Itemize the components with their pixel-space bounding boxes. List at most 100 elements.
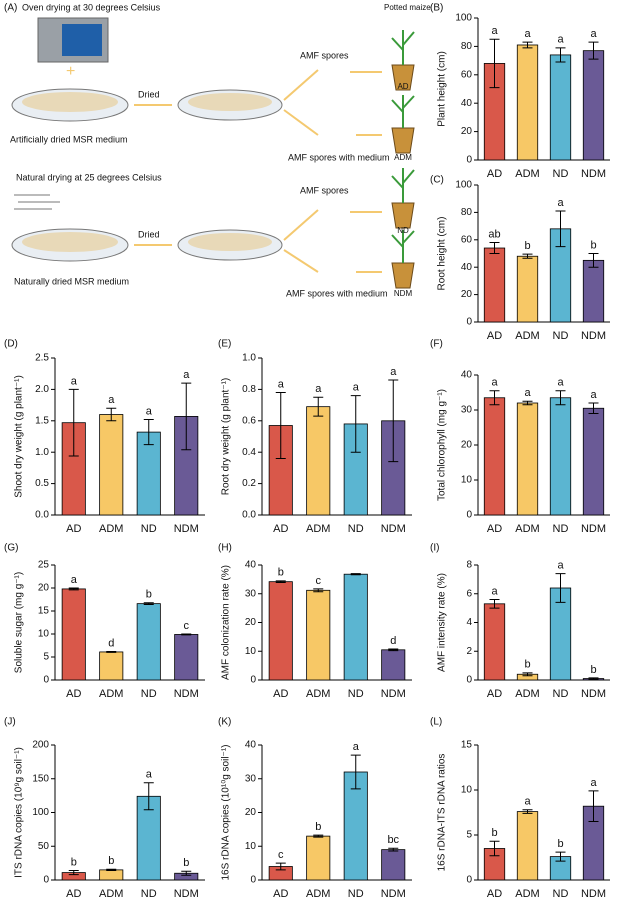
x-tick-label: ADM [515,888,539,900]
significance-letter: b [183,857,189,869]
significance-letter: a [557,560,564,572]
y-tick-label: 5 [466,830,472,841]
error-bar [181,633,192,636]
significance-letter: a [146,769,153,781]
error-bar [106,650,117,653]
y-tick-label: 1.0 [35,447,49,458]
x-tick-label: NDM [381,688,406,700]
y-tick-label: 30 [461,405,473,416]
error-bar [522,41,533,49]
y-tick-label: 50 [38,841,50,852]
significance-letter: a [146,405,153,417]
bar [549,54,572,161]
x-tick-label: AD [487,888,502,900]
y-axis-label: 16S rDNA-ITS rDNA ratios [437,754,448,872]
spores-medium-label: AMF spores with medium [286,288,388,298]
panel-label: (H) [218,543,232,554]
error-bar [522,672,533,677]
y-tick-label: 40 [461,262,473,273]
y-axis-label: Root dry weight (g plant⁻¹) [221,378,232,496]
bar [516,255,539,323]
error-bar [313,588,324,593]
y-tick-label: 0 [43,875,49,886]
x-tick-label: ND [553,168,569,180]
pot-label: AD [397,82,408,91]
significance-letter: a [524,28,531,40]
x-tick-label: NDM [581,168,606,180]
significance-letter: b [590,664,596,676]
significance-letter: b [491,827,497,839]
x-tick-label: AD [487,168,502,180]
y-axis-label: Root height (cm) [437,217,448,291]
error-bar [555,47,566,63]
significance-letter: b [146,589,152,601]
error-bar [350,395,361,453]
x-tick-label: NDM [381,523,406,535]
y-tick-label: 2.5 [35,353,49,364]
y-tick-label: 0 [466,675,472,686]
x-tick-label: AD [273,888,288,900]
bar [549,397,572,516]
error-bar [555,573,566,603]
potted-maize-label: Potted maize [384,3,431,12]
y-tick-label: 0.6 [242,415,256,426]
x-tick-label: NDM [581,888,606,900]
y-tick-label: 0.4 [242,447,256,458]
x-tick-label: ADM [515,688,539,700]
y-tick-label: 10 [38,629,50,640]
y-tick-label: 0 [250,675,256,686]
x-tick-label: ADM [99,688,123,700]
panel-label: (A) [4,3,17,14]
y-tick-label: 40 [461,370,473,381]
x-tick-label: ND [348,688,364,700]
y-axis-label: Plant height (cm) [437,51,448,127]
medium [188,93,272,111]
y-tick-label: 10 [461,785,473,796]
x-tick-label: ND [141,523,157,535]
error-bar [555,390,566,406]
y-tick-label: 1.0 [242,353,256,364]
y-tick-label: 10 [245,646,257,657]
arrow-label: Dried [138,89,160,99]
x-tick-label: ND [141,688,157,700]
error-bar [588,253,599,268]
y-tick-label: 0.2 [242,478,256,489]
x-tick-label: ADM [306,888,330,900]
y-tick-label: 0.8 [242,384,256,395]
significance-letter: a [524,796,531,808]
bar [381,649,406,681]
x-tick-label: AD [273,688,288,700]
panel-a: (A) Oven drying at 30 degrees Celsius + … [4,2,431,298]
y-tick-label: 0 [466,875,472,886]
x-tick-label: ND [553,523,569,535]
y-tick-label: 25 [38,560,50,571]
x-tick-label: AD [487,330,502,342]
x-tick-label: AD [66,688,81,700]
pots [391,202,415,289]
bar [516,44,539,161]
x-tick-label: NDM [174,523,199,535]
panel-label: (J) [4,717,16,728]
significance-letter: a [491,25,498,37]
panel-label: (D) [4,339,18,350]
x-tick-label: AD [487,523,502,535]
error-bar [68,388,79,457]
bar [381,849,406,881]
error-bar [143,782,154,811]
x-tick-label: ND [141,888,157,900]
y-tick-label: 60 [461,234,473,245]
y-tick-label: 40 [461,98,473,109]
x-tick-label: ND [348,523,364,535]
y-tick-label: 40 [245,560,257,571]
medium [188,233,272,251]
significance-letter: a [353,741,360,753]
x-tick-label: ADM [515,523,539,535]
panel-label: (L) [430,717,442,728]
y-tick-label: 200 [32,740,49,751]
bar [516,811,539,881]
drying-label: Oven drying at 30 degrees Celsius [22,2,161,12]
plus: + [66,63,75,80]
significance-letter: b [557,838,563,850]
y-tick-label: 20 [245,617,257,628]
x-tick-label: NDM [174,688,199,700]
